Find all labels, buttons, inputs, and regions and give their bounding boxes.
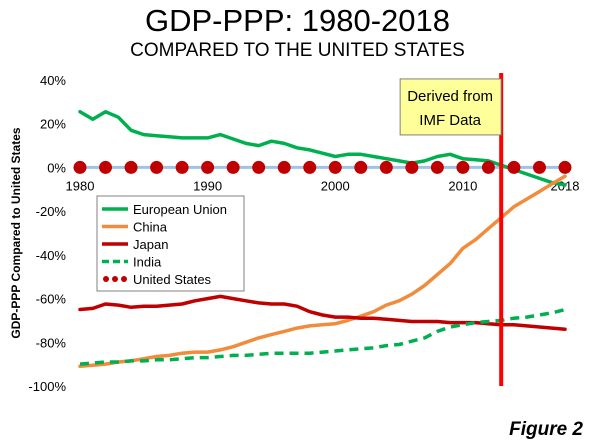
y-tick-label: -40% [36, 248, 67, 263]
x-tick-label: 1980 [66, 178, 95, 193]
united-states-marker [379, 160, 393, 174]
annotation-text: Derived from [407, 88, 493, 105]
y-axis-title: GDP-PPP Compared to United States [9, 127, 23, 338]
china-line [78, 174, 567, 369]
united-states-marker [303, 160, 317, 174]
united-states-marker [456, 160, 470, 174]
y-tick-label: -20% [36, 204, 67, 219]
india-line [79, 307, 566, 366]
united-states-marker [277, 160, 291, 174]
united-states-marker [507, 160, 521, 174]
legend-label: China [133, 220, 168, 235]
united-states-marker [405, 160, 419, 174]
annotation-box [399, 78, 502, 136]
y-tick-label: -100% [28, 379, 66, 394]
legend: European Union China Japan India United Stat… [96, 195, 245, 292]
united-states-marker [124, 160, 138, 174]
united-states-marker [226, 160, 240, 174]
united-states-marker [532, 160, 546, 174]
united-states-marker [175, 160, 189, 174]
series-lines [73, 109, 572, 369]
annotation: Derived from IMF Data [399, 78, 502, 136]
x-tick-label: 2010 [448, 178, 477, 193]
legend-swatch [112, 276, 118, 282]
united-states-marker [430, 160, 444, 174]
united-states-marker [73, 160, 87, 174]
y-tick-label: 0% [47, 160, 66, 175]
legend-label: United States [133, 272, 212, 287]
chart-title: GDP-PPP: 1980-2018 [144, 3, 450, 38]
x-tick-label: 2000 [321, 178, 350, 193]
x-tick-label: 1990 [193, 178, 222, 193]
figure-label: Figure 2 [509, 419, 583, 440]
y-tick-label: -80% [36, 335, 67, 350]
annotation-text: IMF Data [419, 112, 481, 129]
legend-swatch [121, 276, 127, 282]
european-union-line [78, 109, 567, 187]
united-states-marker [99, 160, 113, 174]
united-states-marker [328, 160, 342, 174]
united-states-marker [481, 160, 495, 174]
legend-label: India [133, 255, 162, 270]
y-tick-label: -60% [36, 292, 67, 307]
united-states-marker [252, 160, 266, 174]
legend-swatch [103, 276, 109, 282]
united-states-marker [558, 160, 572, 174]
y-tick-label: 20% [40, 117, 66, 132]
united-states-marker [354, 160, 368, 174]
chart-subtitle: COMPARED TO THE UNITED STATES [130, 40, 465, 61]
united-states-marker [201, 160, 215, 174]
legend-label: European Union [133, 202, 227, 217]
y-tick-label: 40% [40, 73, 66, 88]
legend-label: Japan [133, 237, 168, 252]
united-states-marker [150, 160, 164, 174]
